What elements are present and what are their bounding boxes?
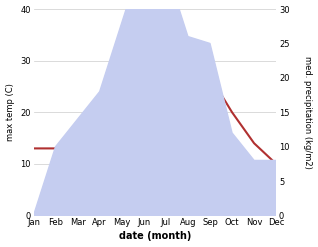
Y-axis label: med. precipitation (kg/m2): med. precipitation (kg/m2): [303, 56, 313, 169]
X-axis label: date (month): date (month): [119, 231, 191, 242]
Y-axis label: max temp (C): max temp (C): [5, 83, 15, 141]
